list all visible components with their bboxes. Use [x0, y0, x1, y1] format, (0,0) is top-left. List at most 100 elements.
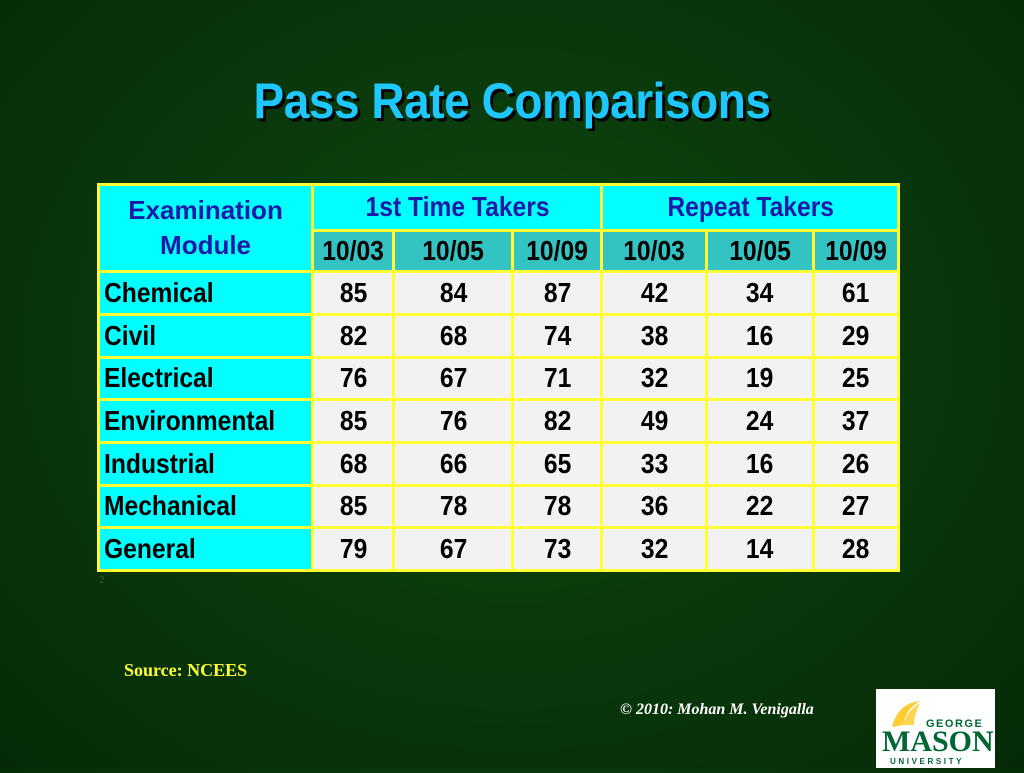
pass-rate-value: 22 [746, 490, 774, 522]
module-header-label: Examination Module [128, 195, 283, 261]
pass-rate-cell: 19 [708, 358, 812, 399]
pass-rate-value: 84 [439, 277, 467, 309]
group-header-first-time-label: 1st Time Takers [365, 191, 550, 223]
pass-rate-value: 68 [439, 319, 467, 351]
pass-rate-cell: 78 [395, 486, 512, 527]
pass-rate-value: 68 [339, 447, 367, 479]
pass-rate-value: 26 [842, 447, 870, 479]
pass-rate-cell: 76 [395, 401, 512, 441]
pass-rate-cell: 32 [603, 529, 705, 569]
module-name: Industrial [104, 447, 215, 479]
pass-rate-value: 82 [543, 405, 571, 437]
pass-rate-cell: 68 [395, 316, 512, 356]
pass-rate-value: 28 [842, 533, 870, 565]
pass-rate-cell: 79 [314, 529, 393, 569]
svg-text:MASON: MASON [882, 725, 994, 758]
pass-rate-value: 67 [439, 533, 467, 565]
pass-rate-table: Examination Module 1st Time Takers Repea… [97, 183, 900, 572]
table-row: Mechanical 85 78 78 36 22 27 [100, 486, 897, 527]
group-header-repeat-label: Repeat Takers [666, 191, 834, 223]
pass-rate-value: 42 [640, 277, 668, 309]
svg-text:GEORGE: GEORGE [926, 718, 983, 730]
pass-rate-value: 65 [543, 447, 571, 479]
pass-rate-value: 78 [439, 490, 467, 522]
table-row: Electrical 76 67 71 32 19 25 [100, 358, 897, 399]
pass-rate-cell: 67 [395, 358, 512, 399]
pass-rate-value: 14 [746, 533, 774, 565]
group-header-first-time: 1st Time Takers [314, 186, 601, 229]
pass-rate-value: 76 [439, 405, 467, 437]
pass-rate-cell: 37 [814, 401, 897, 441]
module-name: General [104, 533, 196, 565]
pass-rate-cell: 22 [708, 486, 812, 527]
date-header: 10/05 [708, 231, 812, 271]
table-row: Chemical 85 84 87 42 34 61 [100, 273, 897, 313]
pass-rate-cell: 27 [814, 486, 897, 527]
module-name-cell: Environmental [100, 401, 312, 441]
pass-rate-cell: 61 [814, 273, 897, 313]
pass-rate-value: 34 [746, 277, 774, 309]
pass-rate-cell: 68 [314, 443, 393, 484]
pass-rate-cell: 26 [814, 443, 897, 484]
pass-rate-cell: 65 [514, 443, 601, 484]
pass-rate-value: 29 [842, 319, 870, 351]
pass-rate-cell: 16 [708, 316, 812, 356]
pass-rate-cell: 25 [814, 358, 897, 399]
pass-rate-value: 36 [640, 490, 668, 522]
pass-rate-value: 27 [842, 490, 870, 522]
pass-rate-cell: 33 [603, 443, 705, 484]
date-header: 10/09 [814, 231, 897, 271]
module-name-cell: Civil [100, 316, 312, 356]
pass-rate-value: 67 [439, 362, 467, 394]
pass-rate-cell: 78 [514, 486, 601, 527]
pass-rate-value: 85 [339, 277, 367, 309]
pass-rate-cell: 87 [514, 273, 601, 313]
date-header-row: 10/03 10/05 10/09 10/03 10/05 10/09 [100, 231, 897, 271]
pass-rate-value: 16 [746, 319, 774, 351]
pass-rate-value: 37 [842, 405, 870, 437]
pass-rate-value: 74 [543, 319, 571, 351]
date-header: 10/05 [395, 231, 512, 271]
date-header: 10/03 [314, 231, 393, 271]
pass-rate-cell: 82 [314, 316, 393, 356]
table-row: Environmental 85 76 82 49 24 37 [100, 401, 897, 441]
group-header-repeat: Repeat Takers [603, 186, 897, 229]
date-header: 10/03 [603, 231, 705, 271]
pass-rate-value: 78 [543, 490, 571, 522]
pass-rate-cell: 24 [708, 401, 812, 441]
pass-rate-cell: 36 [603, 486, 705, 527]
pass-rate-cell: 16 [708, 443, 812, 484]
george-mason-logo: GEORGE MASON UNIVERSITY [876, 689, 995, 768]
table-row: Industrial 68 66 65 33 16 26 [100, 443, 897, 484]
pass-rate-value: 82 [339, 319, 367, 351]
module-name: Civil [104, 319, 157, 351]
logo-mark: GEORGE MASON UNIVERSITY [882, 701, 994, 766]
pass-rate-cell: 42 [603, 273, 705, 313]
pass-rate-value: 87 [543, 277, 571, 309]
pass-rate-grid: Examination Module 1st Time Takers Repea… [97, 183, 900, 572]
module-name-cell: Chemical [100, 273, 312, 313]
pass-rate-cell: 82 [514, 401, 601, 441]
pass-rate-cell: 85 [314, 486, 393, 527]
module-name: Chemical [104, 277, 214, 309]
svg-text:UNIVERSITY: UNIVERSITY [890, 757, 964, 766]
pass-rate-value: 16 [746, 447, 774, 479]
copyright-note: © 2010: Mohan M. Venigalla [620, 701, 814, 718]
module-name-cell: Industrial [100, 443, 312, 484]
table-row: Civil 82 68 74 38 16 29 [100, 316, 897, 356]
table-row: General 79 67 73 32 14 28 [100, 529, 897, 569]
pass-rate-cell: 29 [814, 316, 897, 356]
pass-rate-cell: 67 [395, 529, 512, 569]
slide-number: 2 [99, 575, 105, 586]
pass-rate-value: 33 [640, 447, 668, 479]
pass-rate-cell: 73 [514, 529, 601, 569]
pass-rate-cell: 28 [814, 529, 897, 569]
slide-title: Pass Rate Comparisons [253, 73, 771, 129]
module-name: Environmental [104, 405, 276, 437]
pass-rate-cell: 71 [514, 358, 601, 399]
pass-rate-cell: 49 [603, 401, 705, 441]
pass-rate-value: 85 [339, 490, 367, 522]
module-name: Electrical [104, 362, 214, 394]
pass-rate-cell: 85 [314, 273, 393, 313]
module-name-cell: General [100, 529, 312, 569]
